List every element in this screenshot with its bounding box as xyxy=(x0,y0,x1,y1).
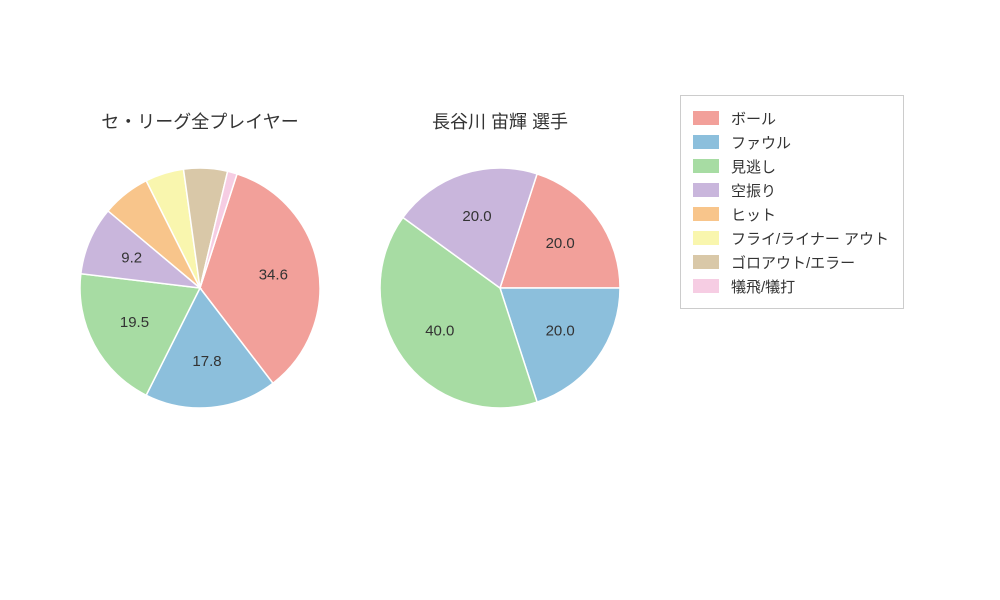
legend-item-foul: ファウル xyxy=(693,130,889,154)
legend: ボールファウル見逃し空振りヒットフライ/ライナー アウトゴロアウト/エラー犠飛/… xyxy=(680,95,904,309)
legend-swatch-sac xyxy=(693,279,719,293)
legend-label-swing: 空振り xyxy=(731,180,776,201)
slice-label-league-foul: 17.8 xyxy=(192,353,221,370)
slice-label-player-ball: 20.0 xyxy=(546,235,575,252)
legend-swatch-looking xyxy=(693,159,719,173)
legend-label-flyout: フライ/ライナー アウト xyxy=(731,228,889,249)
legend-swatch-groundout xyxy=(693,255,719,269)
legend-item-groundout: ゴロアウト/エラー xyxy=(693,250,889,274)
legend-label-hit: ヒット xyxy=(731,204,776,225)
slice-label-league-ball: 34.6 xyxy=(259,266,288,283)
slice-label-league-looking: 19.5 xyxy=(120,314,149,331)
legend-item-sac: 犠飛/犠打 xyxy=(693,274,889,298)
legend-label-groundout: ゴロアウト/エラー xyxy=(731,252,855,273)
legend-item-hit: ヒット xyxy=(693,202,889,226)
pie-svg-league: 34.6 17.8 19.5 9.2 xyxy=(64,152,336,424)
legend-swatch-hit xyxy=(693,207,719,221)
slice-label-league-swing: 9.2 xyxy=(121,249,142,266)
legend-swatch-flyout xyxy=(693,231,719,245)
pie-player: 長谷川 宙輝 選手 20.0 20.0 40.0 20.0 xyxy=(364,108,636,424)
legend-swatch-swing xyxy=(693,183,719,197)
legend-label-foul: ファウル xyxy=(731,132,791,153)
slice-label-player-foul: 20.0 xyxy=(546,323,575,340)
legend-item-ball: ボール xyxy=(693,106,889,130)
chart-container: セ・リーグ全プレイヤー34.617.819.59.2長谷川 宙輝 選手20.02… xyxy=(0,0,1000,600)
slice-label-player-looking: 40.0 xyxy=(425,323,454,340)
legend-swatch-foul xyxy=(693,135,719,149)
pie-svg-player: 20.0 20.0 40.0 20.0 xyxy=(364,152,636,424)
legend-swatch-ball xyxy=(693,111,719,125)
pie-title-league: セ・リーグ全プレイヤー xyxy=(64,108,336,134)
legend-label-ball: ボール xyxy=(731,108,776,129)
legend-item-swing: 空振り xyxy=(693,178,889,202)
legend-item-looking: 見逃し xyxy=(693,154,889,178)
legend-label-looking: 見逃し xyxy=(731,156,776,177)
legend-label-sac: 犠飛/犠打 xyxy=(731,276,795,297)
legend-item-flyout: フライ/ライナー アウト xyxy=(693,226,889,250)
pie-title-player: 長谷川 宙輝 選手 xyxy=(364,108,636,134)
pie-league: セ・リーグ全プレイヤー 34.6 17.8 19.5 9.2 xyxy=(64,108,336,424)
slice-label-player-swing: 20.0 xyxy=(462,208,491,225)
